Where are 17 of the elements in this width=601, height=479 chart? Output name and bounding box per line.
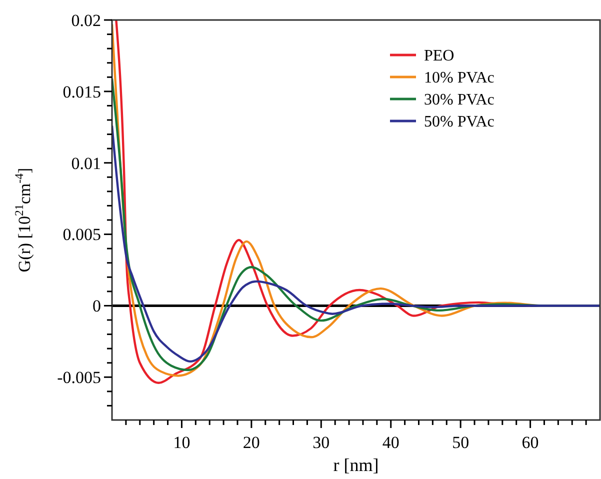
x-tick-label: 10 — [173, 433, 190, 452]
y-tick-label: 0.005 — [62, 225, 101, 244]
x-tick-label: 60 — [522, 433, 539, 452]
y-tick-label: 0.015 — [62, 82, 101, 102]
legend-label: PEO — [424, 48, 454, 65]
y-tick-label: 0 — [92, 296, 101, 316]
x-axis-title: r [nm] — [333, 455, 379, 475]
x-tick-label: 30 — [312, 433, 330, 452]
legend-label: 50% PVAc — [424, 114, 494, 131]
x-tick-label: 50 — [452, 433, 470, 452]
legend-label: 10% PVAc — [424, 70, 494, 87]
y-tick-label: -0.005 — [57, 368, 101, 388]
legend-label: 30% PVAc — [424, 92, 494, 109]
x-tick-label: 20 — [242, 433, 260, 452]
y-tick-label: 0.02 — [71, 10, 101, 30]
y-tick-label: 0.01 — [71, 154, 101, 173]
x-tick-label: 40 — [382, 433, 400, 452]
